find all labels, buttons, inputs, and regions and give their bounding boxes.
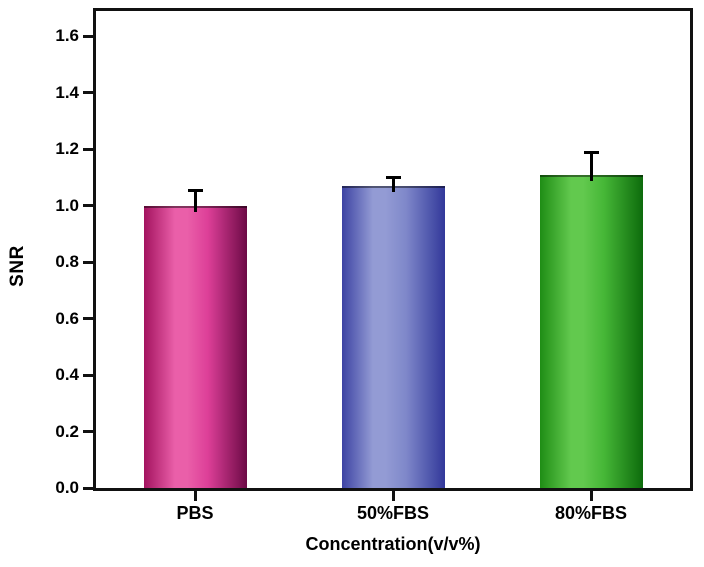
x-category-label: 80%FBS bbox=[554, 503, 628, 523]
error-bar-stem bbox=[589, 151, 593, 181]
y-tick-label: 1.4 bbox=[55, 82, 79, 102]
error-bar-cap bbox=[385, 175, 401, 179]
y-tick-mark bbox=[83, 204, 93, 208]
y-tick-mark bbox=[83, 317, 93, 321]
x-tick-mark bbox=[193, 491, 197, 501]
error-bar-cap bbox=[187, 189, 203, 193]
y-axis-title: SNR bbox=[7, 245, 28, 287]
error-bar-stem bbox=[193, 190, 197, 212]
y-tick-label: 0.6 bbox=[55, 308, 79, 328]
y-tick-mark bbox=[83, 430, 93, 434]
y-tick-mark bbox=[83, 147, 93, 151]
error-bar-cap bbox=[583, 150, 599, 154]
y-tick-mark bbox=[83, 486, 93, 490]
y-tick-mark bbox=[83, 91, 93, 95]
error-bar-stem bbox=[391, 176, 395, 192]
x-tick-mark bbox=[391, 491, 395, 501]
y-tick-label: 1.2 bbox=[55, 139, 79, 159]
x-category-label: 50%FBS bbox=[356, 503, 430, 523]
y-tick-label: 1.6 bbox=[55, 26, 79, 46]
y-tick-label: 1.0 bbox=[55, 195, 79, 215]
y-tick-mark bbox=[83, 373, 93, 377]
bar-80-fbs bbox=[539, 174, 643, 488]
bar-50-fbs bbox=[341, 186, 445, 488]
y-tick-label: 0.4 bbox=[55, 365, 79, 385]
y-tick-label: 0.0 bbox=[55, 478, 79, 497]
y-tick-mark bbox=[83, 34, 93, 38]
plot-area: 0.0 0.2 0.4 0.6 0.8 1.0 1.2 1.4 1.6 PBS 50%FBS 80%F… bbox=[55, 8, 693, 523]
y-tick-label: 0.2 bbox=[55, 421, 79, 441]
x-tick-mark bbox=[589, 491, 593, 501]
x-category-label: PBS bbox=[176, 503, 214, 523]
bar-pbs bbox=[143, 205, 247, 488]
y-tick-mark bbox=[83, 260, 93, 264]
x-axis-title: Concentration(v/v%) bbox=[305, 534, 481, 554]
y-tick-label: 0.8 bbox=[55, 252, 79, 272]
